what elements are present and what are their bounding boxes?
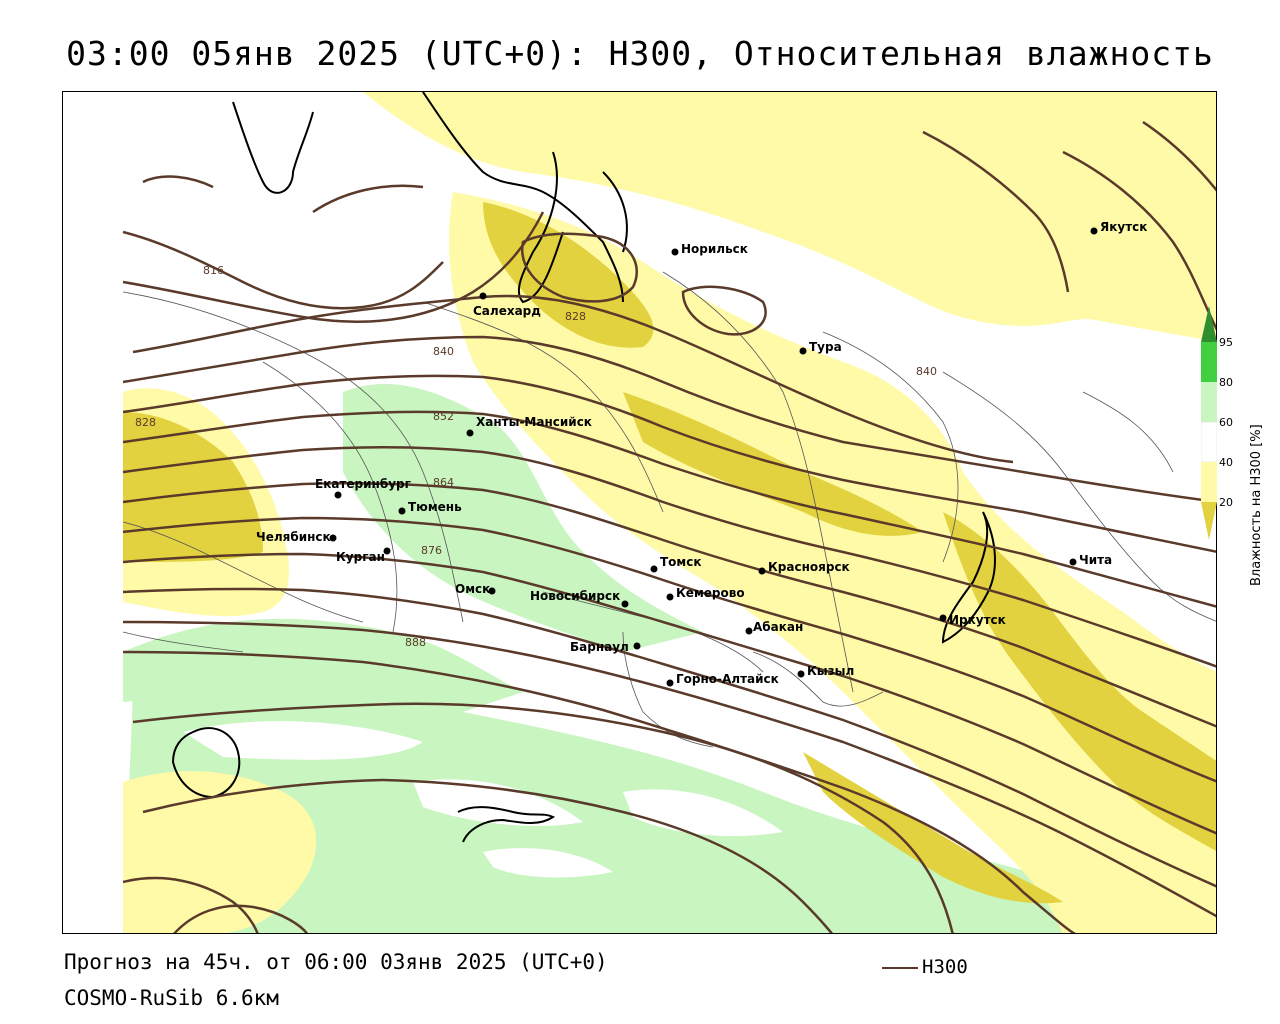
colorbar-band-40-60 [1201, 421, 1217, 463]
city-label: Тюмень [408, 500, 462, 514]
colorbar-tick: 95 [1219, 336, 1233, 349]
city-label: Якутск [1100, 220, 1147, 234]
isohypse-label: 816 [203, 264, 224, 277]
city-dot [1090, 227, 1098, 235]
city-label: Томск [660, 555, 702, 569]
colorbar-top-arrow [1201, 306, 1217, 342]
city-dot [621, 600, 629, 608]
city-label: Норильск [681, 242, 748, 256]
city-dot [671, 248, 679, 256]
colorbar-tick: 80 [1219, 376, 1233, 389]
isohypse-label: 864 [433, 476, 454, 489]
city-dot [633, 642, 641, 650]
city-dot [466, 429, 474, 437]
city-dot [398, 507, 406, 515]
isohypse-labels: 816 828 828 840 840 852 864 876 888 [135, 264, 937, 649]
colorbar-tick: 60 [1219, 416, 1233, 429]
city-dot [334, 491, 342, 499]
colorbar-tick: 20 [1219, 496, 1233, 509]
city-label: Челябинск [256, 530, 331, 544]
city-label: Горно-Алтайск [676, 672, 779, 686]
isohypse-label: 840 [916, 365, 937, 378]
city-label: Красноярск [768, 560, 850, 574]
colorbar-band-20-40 [1201, 462, 1217, 502]
city-label: Новосибирск [530, 589, 620, 603]
humidity-colorbar [1201, 306, 1217, 540]
city-dot [488, 587, 496, 595]
city-dot [383, 547, 391, 555]
colorbar-band-60-80 [1201, 382, 1217, 422]
city-label: Салехард [473, 304, 541, 318]
isohypse-label: 888 [405, 636, 426, 649]
h300-isohypses [122, 120, 1216, 933]
city-dot [939, 614, 947, 622]
legend-line-swatch [882, 966, 918, 969]
colorbar-bottom-arrow [1201, 502, 1217, 540]
city-dot [745, 627, 753, 635]
city-dot [797, 670, 805, 678]
city-label: Кызыл [807, 664, 854, 678]
city-label: Омск [455, 582, 490, 596]
city-dot [799, 347, 807, 355]
city-label: Тура [809, 340, 842, 354]
city-label: Кемерово [676, 586, 745, 600]
svg-text:Влажность на H300 [%]: Влажность на H300 [%] [1249, 424, 1264, 586]
colorbar-title: Влажность на H300 [%] [1249, 424, 1264, 586]
city-dot [1069, 558, 1077, 566]
map-panel[interactable]: 816 828 828 840 840 852 864 876 888 Якут… [62, 91, 1217, 934]
city-dot [479, 292, 487, 300]
city-label: Абакан [753, 620, 803, 634]
isohypse-label: 852 [433, 410, 454, 423]
city-dot [666, 679, 674, 687]
admin-borders [122, 271, 1216, 748]
city-dot [758, 567, 766, 575]
city-label: Курган [336, 550, 385, 564]
colorbar-tick: 40 [1219, 456, 1233, 469]
city-dot [650, 565, 658, 573]
legend-line-label: H300 [922, 956, 968, 978]
city-dot [329, 534, 337, 542]
city-markers: Якутск Норильск Салехард Тура Ханты-Манс… [256, 220, 1147, 687]
humidity-40-60-fill [183, 721, 783, 878]
forecast-info: Прогноз на 45ч. от 06:00 03янв 2025 (UTC… [64, 950, 608, 974]
city-label: Ханты-Мансийск [476, 415, 592, 429]
city-label: Барнаул [570, 640, 629, 654]
isohypse-legend: H300 [882, 956, 968, 978]
city-dot [666, 593, 674, 601]
isohypse-label: 828 [565, 310, 586, 323]
model-info: COSMO-RuSib 6.6км [64, 986, 279, 1010]
colorbar-band-80-95 [1201, 342, 1217, 382]
weather-map: 816 828 828 840 840 852 864 876 888 Якут… [122, 92, 1216, 933]
map-title: 03:00 05янв 2025 (UTC+0): H300, Относите… [66, 34, 1214, 73]
city-label: Екатеринбург [315, 477, 411, 491]
city-label: Иркутск [949, 613, 1006, 627]
isohypse-label: 828 [135, 416, 156, 429]
isohypse-label: 840 [433, 345, 454, 358]
city-label: Чита [1079, 553, 1112, 567]
isohypse-label: 876 [421, 544, 442, 557]
